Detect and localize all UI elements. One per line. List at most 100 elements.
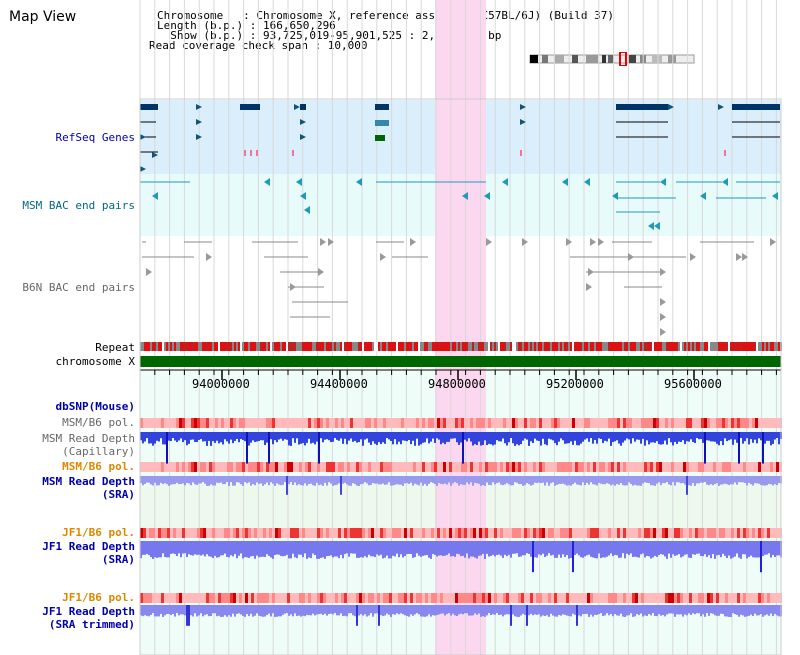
depth-bar xyxy=(148,605,150,617)
polymorphism-cell xyxy=(191,462,194,472)
polymorphism-cell xyxy=(245,418,248,428)
depth-bar xyxy=(394,476,396,485)
repeat-segment xyxy=(404,342,406,351)
polymorphism-cell xyxy=(764,462,767,472)
polymorphism-cell xyxy=(329,593,332,603)
repeat-segment xyxy=(752,342,754,351)
polymorphism-cell xyxy=(458,462,461,472)
depth-bar xyxy=(668,432,670,439)
depth-bar xyxy=(328,605,330,615)
repeat-segment xyxy=(378,342,380,351)
polymorphism-cell xyxy=(296,528,299,538)
depth-bar xyxy=(238,541,240,556)
msm-read-depth-sra-label[interactable]: MSM Read Depth (SRA) xyxy=(42,475,135,501)
depth-bar xyxy=(722,541,724,554)
jf1-b6-pol-trimmed-label[interactable]: JF1/B6 pol. xyxy=(62,591,135,604)
polymorphism-cell xyxy=(170,528,173,538)
polymorphism-cell xyxy=(392,418,395,428)
depth-bar xyxy=(180,541,182,558)
polymorphism-cell xyxy=(587,462,590,472)
repeat-segment xyxy=(558,342,560,351)
depth-bar xyxy=(682,605,684,617)
msm-b6-pol-sra-label[interactable]: MSM/B6 pol. xyxy=(62,460,135,473)
polymorphism-cell xyxy=(449,528,452,538)
repeat-segment xyxy=(690,342,692,351)
dbsnp-label[interactable]: dbSNP(Mouse) xyxy=(55,400,135,413)
polymorphism-cell xyxy=(545,418,548,428)
depth-bar xyxy=(492,476,494,483)
depth-bar xyxy=(506,476,508,484)
jf1-b6-pol-label[interactable]: JF1/B6 pol. xyxy=(62,526,135,539)
polymorphism-cell xyxy=(200,462,203,472)
polymorphism-cell xyxy=(680,593,683,603)
depth-bar xyxy=(620,541,622,558)
polymorphism-cell xyxy=(719,462,722,472)
polymorphism-cell xyxy=(320,528,323,538)
depth-bar xyxy=(150,476,152,485)
repeat-segment xyxy=(544,342,546,351)
depth-bar xyxy=(340,476,342,495)
depth-bar xyxy=(332,541,334,558)
repeat-segment xyxy=(298,342,300,351)
depth-bar xyxy=(758,605,760,616)
polymorphism-cell xyxy=(380,528,383,538)
polymorphism-cell xyxy=(560,528,563,538)
depth-bar xyxy=(230,541,232,556)
polymorphism-cell xyxy=(761,418,764,428)
depth-bar xyxy=(482,476,484,485)
depth-bar xyxy=(262,432,264,441)
depth-bar xyxy=(572,476,574,485)
polymorphism-cell xyxy=(776,462,779,472)
polymorphism-cell xyxy=(440,593,443,603)
depth-bar xyxy=(600,476,602,484)
polymorphism-cell xyxy=(698,418,701,428)
polymorphism-cell xyxy=(623,462,626,472)
polymorphism-cell xyxy=(152,418,155,428)
polymorphism-cell xyxy=(170,462,173,472)
polymorphism-cell xyxy=(692,462,695,472)
depth-bar xyxy=(146,541,148,554)
depth-bar xyxy=(178,605,180,616)
repeat-segment xyxy=(296,342,298,351)
depth-bar xyxy=(366,541,368,558)
depth-bar xyxy=(640,432,642,444)
polymorphism-cell xyxy=(338,528,341,538)
depth-bar xyxy=(644,476,646,483)
repeat-segment xyxy=(510,342,512,351)
polymorphism-cell xyxy=(749,528,752,538)
chromosome-ideogram-thumbnail[interactable] xyxy=(528,52,696,66)
repeat-segment xyxy=(598,342,600,351)
depth-bar xyxy=(338,432,340,441)
repeat-segment xyxy=(716,342,718,351)
depth-bar xyxy=(144,541,146,555)
polymorphism-cell xyxy=(176,528,179,538)
polymorphism-cell xyxy=(494,462,497,472)
polymorphism-cell xyxy=(431,528,434,538)
jf1-read-depth-sra-label[interactable]: JF1 Read Depth (SRA) xyxy=(42,540,135,566)
depth-bar xyxy=(264,605,266,617)
depth-bar xyxy=(398,476,400,485)
b6n-bac-end-pairs-label[interactable]: B6N BAC end pairs xyxy=(22,281,135,294)
depth-bar xyxy=(160,432,162,439)
polymorphism-cell xyxy=(392,462,395,472)
depth-bar xyxy=(540,476,542,484)
polymorphism-cell xyxy=(287,528,290,538)
polymorphism-cell xyxy=(197,593,200,603)
depth-bar xyxy=(622,605,624,617)
depth-bar xyxy=(620,476,622,484)
jf1-read-depth-trimmed-label[interactable]: JF1 Read Depth (SRA trimmed) xyxy=(42,605,135,631)
msm-bac-end-pairs-label[interactable]: MSM BAC end pairs xyxy=(22,199,135,212)
msm-read-depth-capillary-label[interactable]: MSM Read Depth (Capillary) xyxy=(42,432,135,458)
depth-bar xyxy=(776,541,778,556)
depth-bar xyxy=(378,476,380,485)
msm-b6-pol-label[interactable]: MSM/B6 pol. xyxy=(62,416,135,429)
depth-bar xyxy=(678,476,680,483)
depth-bar xyxy=(662,476,664,484)
repeat-segment xyxy=(738,342,740,351)
refseq-genes-label[interactable]: RefSeq Genes xyxy=(55,131,135,144)
depth-bar xyxy=(494,476,496,485)
depth-bar xyxy=(412,476,414,486)
polymorphism-cell xyxy=(554,462,557,472)
depth-bar xyxy=(548,476,550,486)
